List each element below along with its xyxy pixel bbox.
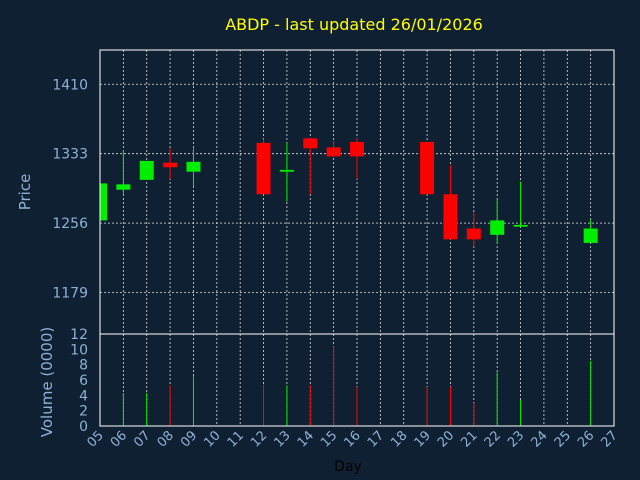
candle-body xyxy=(303,138,318,149)
candle-body xyxy=(163,162,178,168)
x-tick-label: 08 xyxy=(155,428,177,450)
x-axis: 05 06 07 08 09 10 11 12 13 14 15 16 17 18 19 20 21 22 23 24… xyxy=(85,428,621,450)
volume-tick-label: 6 xyxy=(79,373,88,389)
x-tick-label: 13 xyxy=(271,428,293,450)
x-tick-label: 17 xyxy=(365,428,387,450)
x-tick-label: 19 xyxy=(412,428,434,450)
candle-body xyxy=(279,169,294,172)
price-tick-label: 1256 xyxy=(52,216,88,232)
candle-body xyxy=(186,161,201,172)
x-tick-label: 18 xyxy=(388,428,410,450)
x-tick-label: 27 xyxy=(599,428,621,450)
x-tick-label: 09 xyxy=(178,428,200,450)
volume-tick-label: 10 xyxy=(70,342,88,358)
x-tick-label: 25 xyxy=(552,428,574,450)
candle-body xyxy=(116,184,131,190)
volume-tick-label: 2 xyxy=(79,404,88,420)
price-tick-label: 1333 xyxy=(52,147,88,163)
candle-body xyxy=(513,224,528,227)
x-tick-label: 20 xyxy=(435,428,457,450)
x-tick-label: 23 xyxy=(505,428,527,450)
x-tick-label: 22 xyxy=(482,428,504,450)
x-tick-label: 16 xyxy=(342,428,364,450)
x-axis-title: Day xyxy=(334,459,362,475)
x-tick-label: 15 xyxy=(318,428,340,450)
volume-tick-label: 8 xyxy=(79,358,88,374)
price-panel: 1179 1256 1333 1410 xyxy=(52,49,615,335)
x-tick-label: 10 xyxy=(201,428,223,450)
candle-body xyxy=(326,147,341,157)
price-tick-label: 1179 xyxy=(52,286,88,302)
x-tick-label: 21 xyxy=(458,428,480,450)
volume-panel-frame xyxy=(99,333,615,427)
volume-tick-label: 12 xyxy=(70,327,88,343)
price-tick-label: 1410 xyxy=(52,77,88,93)
x-tick-label: 14 xyxy=(295,428,317,450)
candle-body xyxy=(256,142,271,195)
volume-axis-title: Volume (0000) xyxy=(38,327,56,437)
candle-body xyxy=(420,141,435,195)
x-tick-label: 24 xyxy=(528,428,550,450)
candle-body xyxy=(139,160,154,180)
volume-tick-label: 4 xyxy=(79,388,88,404)
x-tick-label: 06 xyxy=(108,428,130,450)
x-tick-label: 12 xyxy=(248,428,270,450)
price-axis-title: Price xyxy=(16,174,34,211)
candle-body xyxy=(350,141,364,157)
candle-body xyxy=(583,228,598,243)
candle-body xyxy=(490,220,505,235)
x-tick-label: 26 xyxy=(575,428,597,450)
candle-body xyxy=(443,194,458,240)
x-tick-label: 07 xyxy=(131,428,153,450)
x-tick-label: 11 xyxy=(225,428,247,450)
candle-body xyxy=(100,183,107,221)
volume-tick-label: 0 xyxy=(79,419,88,435)
candle-body xyxy=(466,228,481,240)
chart-title: ABDP - last updated 26/01/2026 xyxy=(225,15,483,34)
